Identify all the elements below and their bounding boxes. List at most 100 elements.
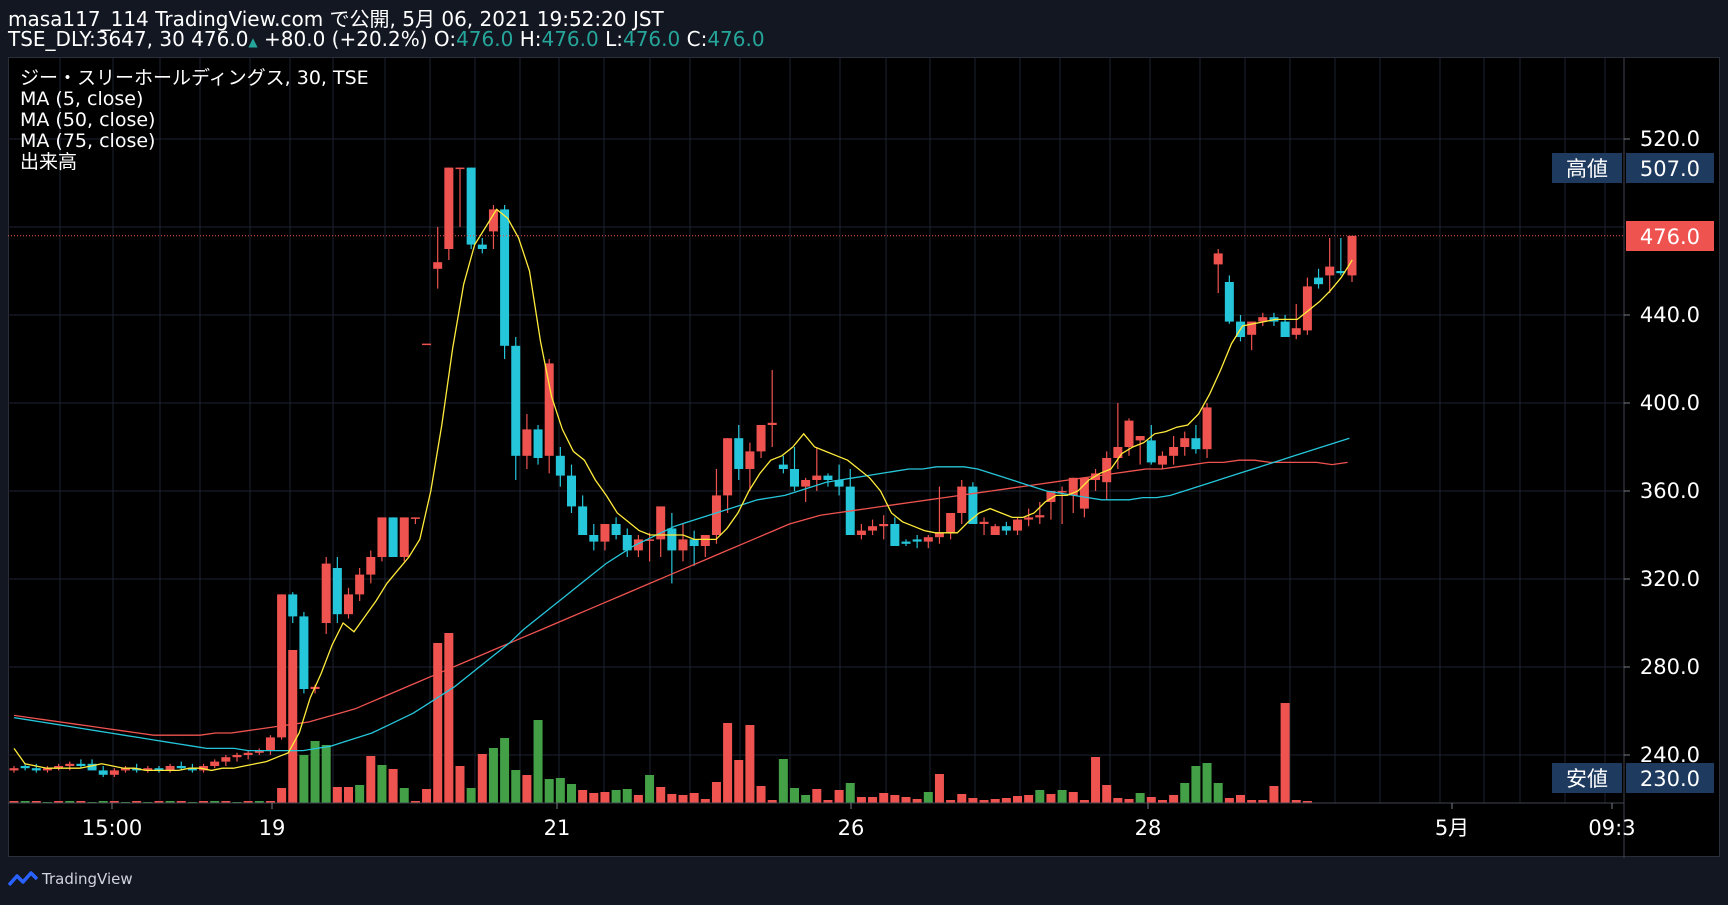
volume-bar (723, 723, 733, 803)
candle-body (109, 770, 119, 775)
candle-body (9, 768, 19, 771)
close-label: C: (686, 27, 708, 51)
price-tick-label: 440.0 (1640, 303, 1700, 327)
candle-body (600, 524, 610, 542)
volume-bar (321, 745, 331, 803)
volume-bar (455, 766, 465, 803)
volume-bar (511, 770, 521, 803)
volume-bar (199, 801, 209, 803)
volume-bar (165, 801, 175, 803)
time-tick-label: 09:3 (1588, 816, 1635, 840)
volume-bar (1024, 795, 1034, 803)
volume-bar (1102, 785, 1112, 803)
candle-body (377, 517, 387, 557)
volume-bar (968, 798, 978, 803)
volume-bar (31, 801, 41, 803)
low-badge-value: 230.0 (1640, 767, 1700, 791)
candle-body (54, 766, 64, 769)
volume-bar (310, 741, 320, 803)
candle-body (678, 539, 688, 551)
candle-body (1024, 517, 1034, 520)
volume-bar (578, 790, 588, 803)
volume-bar (923, 792, 933, 803)
volume-bar (54, 801, 64, 803)
ma50-line (13, 437, 1350, 752)
legend-title[interactable]: ジー・スリーホールディングス, 30, TSE (20, 67, 369, 89)
candle-body (567, 475, 576, 507)
candle-body (544, 363, 554, 456)
candle-body (366, 557, 376, 575)
volume-bar (1001, 798, 1011, 803)
candle-body (1013, 519, 1022, 531)
candle-body (990, 526, 1000, 535)
volume-bar (154, 801, 164, 803)
volume-bar (410, 801, 420, 803)
tradingview-logo-icon (8, 871, 38, 887)
volume-bar (1213, 783, 1223, 803)
candle-body (232, 755, 242, 758)
candle-body (622, 535, 632, 551)
volume-bar (399, 788, 409, 803)
volume-bar (622, 789, 632, 803)
volume-bar (879, 793, 889, 803)
volume-bar (890, 795, 900, 803)
volume-bar (1135, 793, 1145, 803)
volume-bar (934, 774, 944, 803)
volume-bar (243, 801, 253, 803)
price-tick-label: 320.0 (1640, 567, 1700, 591)
legend-ma5[interactable]: MA (5, close) (20, 88, 144, 110)
volume-bar (332, 787, 342, 803)
volume-bar (756, 786, 766, 803)
volume-bar (1146, 797, 1156, 803)
volume-bar (633, 795, 643, 803)
legend-ma50[interactable]: MA (50, close) (20, 109, 156, 131)
candle-body (132, 768, 142, 771)
volume-bar (555, 778, 565, 803)
tradingview-footer[interactable]: TradingView (8, 870, 133, 888)
candle-body (790, 469, 799, 487)
candle-body (355, 574, 365, 595)
chart-grid (8, 58, 1624, 803)
low-badge: 安値 230.0 (1552, 763, 1714, 793)
legend-volume[interactable]: 出来高 (20, 151, 78, 173)
legend-ma75[interactable]: MA (75, close) (20, 130, 156, 152)
candle-body (1146, 440, 1156, 463)
candle-body (778, 464, 788, 469)
candle-body (934, 532, 944, 538)
candle-body (1124, 420, 1134, 447)
volume-bar (1258, 800, 1268, 803)
chart-header-line1: masa117_114 TradingView.com で公開, 5月 06, … (8, 8, 664, 30)
candle-body (143, 768, 153, 771)
volume-bar (912, 799, 922, 803)
candle-body (466, 167, 476, 245)
candle-body (87, 763, 97, 771)
chart-legend: ジー・スリーホールディングス, 30, TSE MA (5, close) MA… (20, 68, 369, 173)
volume-bar (1269, 786, 1279, 803)
high-badge-label: 高値 (1566, 157, 1608, 181)
high-badge: 高値 507.0 (1552, 153, 1714, 183)
candle-body (1291, 328, 1301, 335)
volume-bar (288, 650, 298, 803)
candle-body (734, 438, 744, 469)
volume-bar (366, 756, 376, 803)
candle-body (645, 539, 655, 541)
low-label: L: (605, 27, 623, 51)
candle-body (1247, 321, 1257, 335)
candle-body (344, 594, 353, 615)
volume-bar (210, 801, 220, 803)
volume-bar (745, 725, 755, 803)
volume-bar (1236, 795, 1245, 803)
volume-bar (277, 788, 287, 803)
volume-bar (845, 783, 855, 803)
volume-bar (466, 788, 476, 803)
candle-body (1336, 271, 1346, 274)
volume-bar (834, 790, 844, 803)
candle-body (121, 768, 130, 771)
volume-bar (132, 801, 142, 803)
candle-body (76, 763, 86, 766)
candle-body (834, 480, 844, 487)
candle-body (388, 517, 398, 557)
volume-bar (812, 789, 822, 803)
